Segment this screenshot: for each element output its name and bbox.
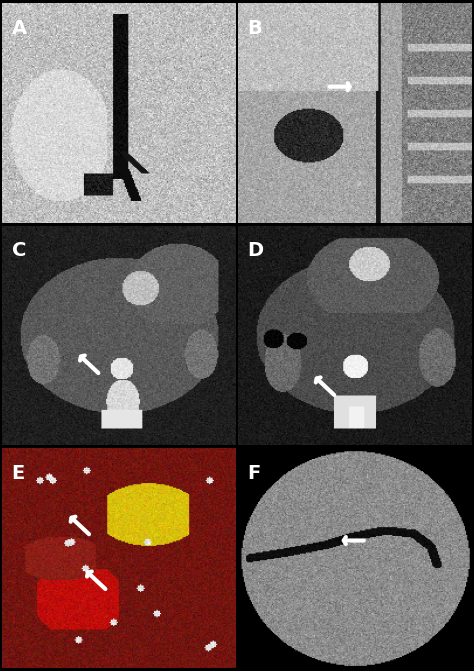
- Text: F: F: [247, 464, 261, 483]
- Text: D: D: [247, 242, 264, 260]
- Text: C: C: [12, 242, 26, 260]
- Text: B: B: [247, 19, 262, 38]
- Text: E: E: [12, 464, 25, 483]
- Text: A: A: [12, 19, 27, 38]
